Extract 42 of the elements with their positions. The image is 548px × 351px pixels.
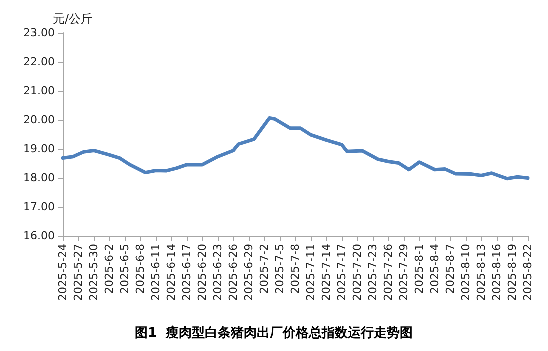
y-tick-label: 19.00 <box>24 142 55 156</box>
x-tick-label: 2025-7-2 <box>258 244 271 294</box>
x-tick-label: 2025-7-5 <box>274 244 286 294</box>
x-tick-label: 2025-7-17 <box>336 244 348 301</box>
x-tick-label: 2025-7-8 <box>289 244 302 294</box>
x-tick-label: 2025-8-16 <box>490 244 504 301</box>
x-tick-label: 2025-5-24 <box>56 244 70 301</box>
x-tick-label: 2025-5-30 <box>88 244 100 301</box>
x-tick-label: 2025-8-4 <box>428 244 442 294</box>
x-tick-label: 2025-6-11 <box>150 244 162 301</box>
y-tick-label: 17.00 <box>24 200 55 214</box>
y-tick-label: 18.00 <box>24 172 55 184</box>
x-tick-label: 2025-8-19 <box>506 244 519 301</box>
x-tick-label: 2025-8-1 <box>413 244 426 294</box>
y-tick-label: 23.00 <box>24 26 55 40</box>
x-tick-label: 2025-7-20 <box>351 244 364 301</box>
y-tick-label: 22.00 <box>24 56 55 68</box>
y-axis-title: 元/公斤 <box>52 12 93 26</box>
x-tick-label: 2025-8-22 <box>522 244 534 301</box>
x-tick-label: 2025-7-14 <box>320 244 333 301</box>
x-tick-label: 2025-8-13 <box>475 244 488 301</box>
x-tick-label: 2025-7-11 <box>304 244 318 301</box>
x-tick-label: 2025-7-23 <box>366 244 380 301</box>
x-tick-label: 2025-6-14 <box>165 244 178 301</box>
x-tick-label: 2025-6-23 <box>212 244 224 301</box>
x-tick-label: 2025-6-2 <box>103 244 116 294</box>
x-tick-label: 2025-6-5 <box>118 244 132 294</box>
x-tick-label: 2025-7-29 <box>398 244 410 301</box>
y-tick-label: 16.00 <box>24 230 55 242</box>
y-tick-label: 21.00 <box>24 84 55 98</box>
x-tick-label: 2025-7-26 <box>382 244 395 301</box>
x-tick-label: 2025-6-17 <box>180 244 194 301</box>
x-tick-label: 2025-6-26 <box>227 244 240 301</box>
x-tick-label: 2025-6-29 <box>242 244 256 301</box>
x-tick-label: 2025-8-7 <box>444 244 457 294</box>
x-tick-label: 2025-5-27 <box>72 244 85 301</box>
x-tick-label: 2025-6-20 <box>196 244 209 301</box>
x-tick-label: 2025-8-10 <box>460 244 472 301</box>
x-tick-label: 2025-6-8 <box>134 244 147 294</box>
text: 图1 瘦肉型白条猪肉出厂价格总指数运行走势图 <box>134 325 414 341</box>
y-tick-label: 20.00 <box>24 114 55 126</box>
line-series <box>61 116 530 181</box>
